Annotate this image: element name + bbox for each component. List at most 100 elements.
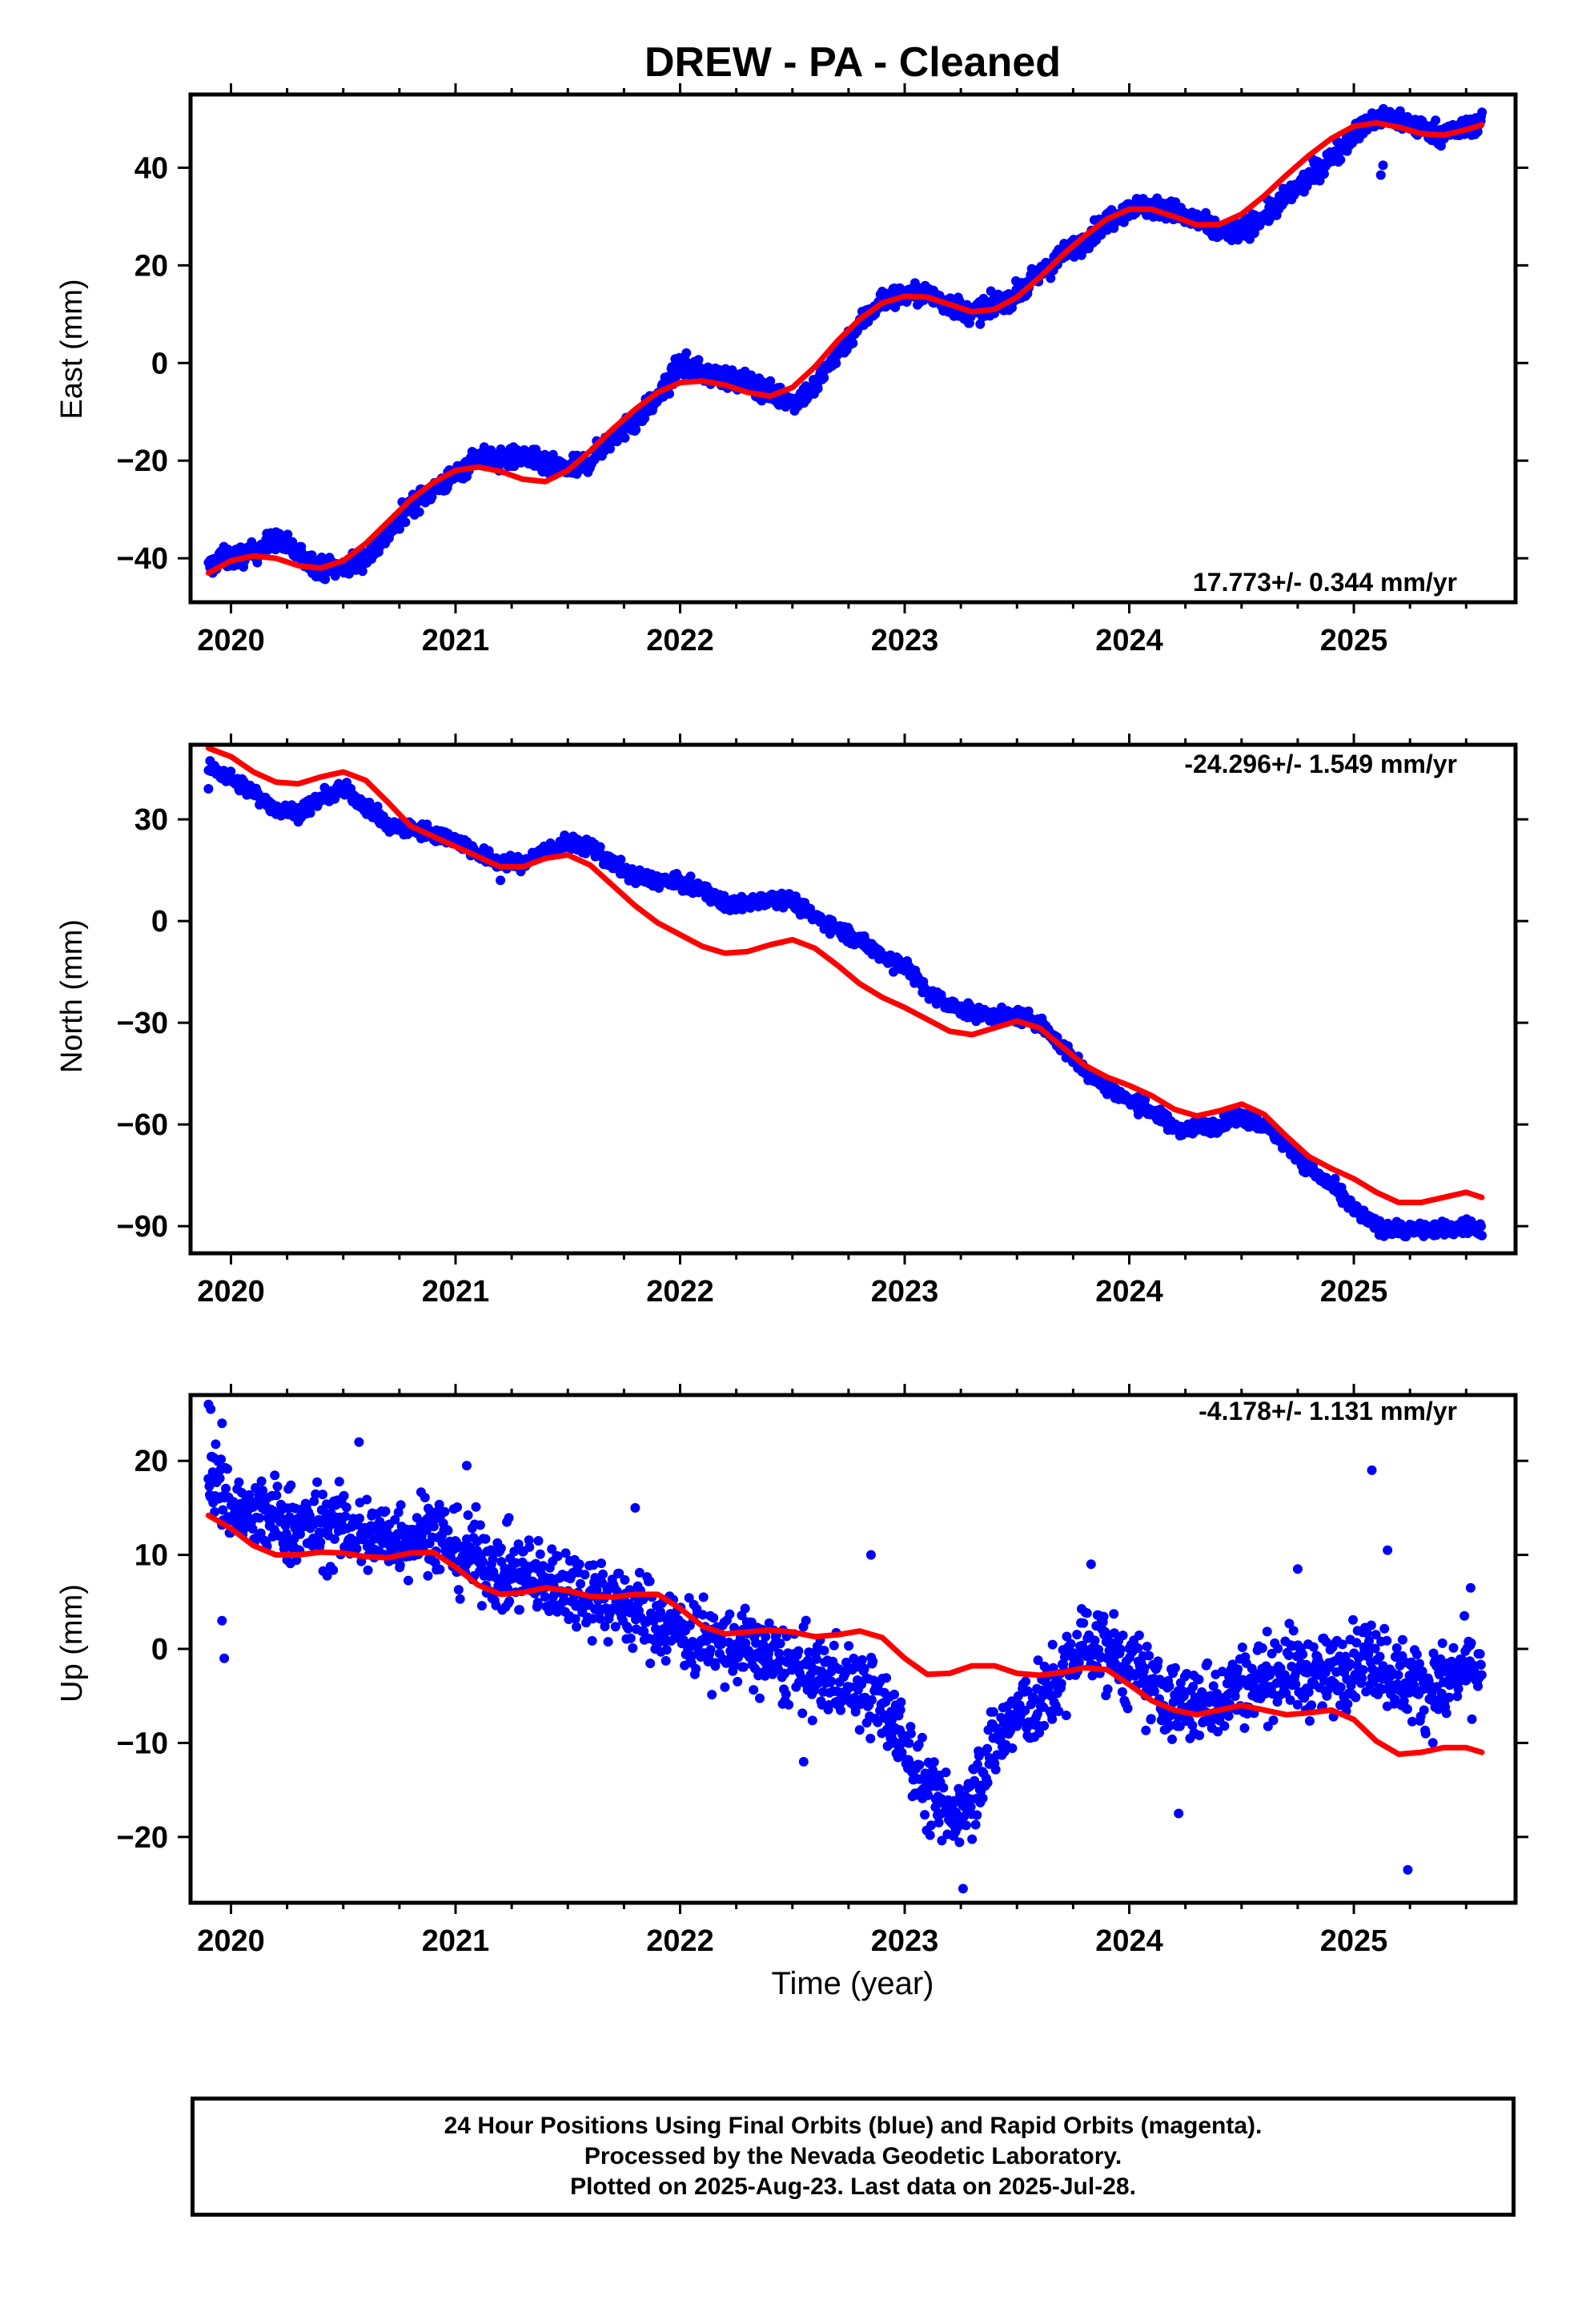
up-data-point [841,1657,851,1667]
up-data-point [312,1477,323,1487]
up-data-point [255,1513,264,1523]
up-data-point [420,1493,430,1502]
north-x-tick-label: 2023 [871,1275,939,1309]
east-data-point [1046,273,1056,283]
up-data-point [272,1482,283,1492]
up-data-point [881,1673,891,1683]
up-data-point [598,1569,608,1579]
up-data-point [849,1693,860,1703]
up-data-point [580,1570,590,1580]
up-data-point [540,1591,550,1602]
up-data-point [295,1529,305,1539]
north-data-layer [203,745,1487,1242]
east-data-point [693,355,704,365]
up-data-point [859,1663,869,1674]
up-data-point [764,1618,774,1628]
east-data-point [1335,155,1346,165]
up-data-point [532,1598,543,1608]
up-data-point [328,1565,339,1575]
up-data-point [329,1534,339,1544]
east-data-point [831,358,841,368]
up-data-point [801,1615,811,1626]
up-data-point [576,1578,586,1589]
east-data-point [975,319,986,329]
east-data-point [813,384,823,394]
up-data-point [819,1646,829,1655]
up-data-point [281,1529,291,1538]
chart-title: DREW - PA - Cleaned [644,39,1061,86]
north-y-tick-label: −30 [117,1007,168,1040]
up-data-point [781,1689,791,1699]
up-data-point [639,1626,649,1637]
up-data-point [572,1622,582,1632]
up-data-point [204,1481,215,1491]
up-data-point [393,1507,404,1518]
up-data-point [889,1689,899,1699]
up-data-point [854,1725,865,1735]
up-data-point [496,1543,506,1554]
up-data-point [850,1707,861,1717]
north-rate-label: -24.296+/- 1.549 mm/yr [1184,750,1457,778]
up-data-point [475,1520,485,1530]
up-data-point [574,1559,584,1570]
up-data-point [363,1565,373,1575]
up-data-point [341,1502,351,1513]
up-data-point [620,1574,630,1585]
east-x-tick-label: 2025 [1320,624,1388,657]
up-data-point [380,1506,391,1517]
north-outlier-point [496,875,506,886]
north-data-point [1140,1094,1150,1104]
up-data-point [755,1693,765,1703]
north-plot-frame [188,742,1518,1256]
up-data-point [896,1697,906,1707]
up-data-point [797,1708,808,1719]
east-y-tick-label: −20 [117,444,168,478]
up-data-point [480,1534,491,1544]
north-data-point [616,854,626,865]
east-y-axis-label: East (mm) [55,279,89,419]
east-data-point [605,444,615,454]
up-data-point [351,1543,362,1554]
up-data-point [866,1695,877,1705]
up-data-point [740,1603,750,1614]
up-data-point [524,1535,534,1546]
east-y-tick-label: 40 [135,151,168,185]
up-data-point [355,1514,365,1523]
up-data-point [811,1654,821,1664]
up-data-point [504,1596,515,1606]
up-data-point [223,1464,232,1474]
north-x-tick-label: 2021 [422,1275,490,1309]
up-data-point [741,1638,751,1648]
up-data-point [440,1506,450,1517]
east-panel: 17.773+/- 0.344 mm/yr East (mm) 2020 2021… [55,83,1528,657]
east-x-tick-label: 2021 [422,624,490,657]
up-data-point [698,1592,709,1602]
north-data-point [1477,1230,1487,1240]
north-y-tick-label: 30 [135,803,168,837]
east-x-tick-label: 2020 [197,624,265,657]
up-data-point [560,1548,571,1558]
up-data-point [509,1546,520,1557]
up-panel: -4.178+/- 1.131 mm/yr Up (mm) Time (year… [55,1384,1528,2001]
up-data-point [391,1538,402,1549]
up-data-point [318,1490,327,1500]
up-data-point [218,1505,228,1515]
up-data-point [280,1521,291,1531]
up-data-point [857,1655,867,1665]
up-data-point [552,1551,563,1562]
up-data-point [305,1510,315,1521]
x-axis-label: Time (year) [772,1966,934,2001]
up-data-point [221,1483,231,1494]
up-data-point [457,1542,468,1551]
up-data-point [709,1613,719,1623]
north-data-point [1476,1221,1486,1232]
up-data-point [423,1570,433,1581]
up-data-point [546,1573,556,1583]
up-data-point [729,1660,740,1671]
up-data-point [463,1510,473,1520]
up-data-point [749,1685,759,1695]
east-observations [203,103,1488,585]
up-data-point [661,1655,671,1666]
up-data-point [656,1606,665,1617]
